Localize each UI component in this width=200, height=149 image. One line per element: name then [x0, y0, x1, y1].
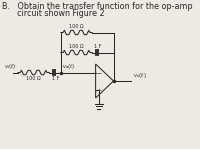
Text: $v_i(t)$: $v_i(t)$ [4, 62, 16, 71]
Text: 100 Ω: 100 Ω [69, 45, 84, 49]
Text: $v_a(t)$: $v_a(t)$ [62, 62, 75, 71]
Text: B.   Obtain the transfer function for the op-amp: B. Obtain the transfer function for the … [2, 2, 193, 11]
Text: $v_o(t)$: $v_o(t)$ [133, 71, 147, 80]
Text: 1 F: 1 F [94, 45, 101, 49]
Text: circuit shown Figure 2: circuit shown Figure 2 [2, 9, 105, 18]
Text: $-$: $-$ [96, 70, 102, 75]
Text: 100 Ω: 100 Ω [26, 76, 41, 82]
Text: $+$: $+$ [96, 86, 102, 94]
Text: 100 Ω: 100 Ω [69, 24, 84, 30]
Text: 1 F: 1 F [52, 76, 60, 82]
